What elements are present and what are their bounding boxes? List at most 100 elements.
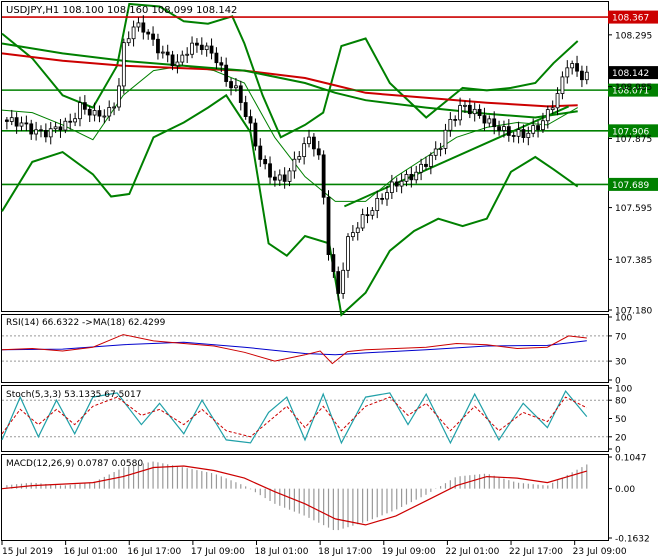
price-axis-tick-label: 107.385	[615, 256, 652, 266]
candle-body	[389, 181, 394, 193]
stoch-label: Stoch(5,3,3) 53.1335 67.5017	[6, 390, 141, 400]
candle-body	[497, 126, 501, 131]
moving-average-2	[1, 42, 578, 119]
candle-body	[467, 104, 472, 115]
rsi-plot	[1, 334, 608, 365]
candle-body	[97, 110, 102, 117]
level-tag-label: 107.906	[612, 127, 649, 137]
candle-body	[404, 173, 409, 182]
candle-body	[438, 147, 443, 150]
candle-body	[238, 85, 243, 103]
candle-body	[253, 122, 258, 147]
bollinger-lower	[1, 93, 579, 317]
candle-body	[175, 61, 180, 67]
candle-body	[487, 118, 492, 124]
rsi-line	[1, 334, 587, 365]
main-panel-frame	[1, 1, 609, 312]
candle-body	[195, 42, 199, 46]
candle-body	[282, 174, 287, 182]
candle-body	[321, 154, 326, 198]
candle-body	[68, 120, 73, 123]
candle-body	[365, 214, 370, 217]
time-axis-label: 16 Jul 17:00	[127, 547, 181, 557]
candle-body	[48, 128, 53, 138]
candle-body	[419, 163, 423, 173]
candle-body	[311, 136, 316, 150]
candle-body	[584, 71, 589, 81]
level-tag-label: 108.071	[612, 87, 649, 97]
symbol-header: USDJPY,H1 108.100 108.160 108.099 108.14…	[6, 5, 237, 16]
candle-body	[146, 31, 151, 35]
candle-body	[453, 119, 458, 121]
candle-body	[19, 122, 24, 127]
candle-body	[82, 102, 87, 110]
candle-body	[433, 148, 438, 156]
candle-body	[482, 115, 487, 124]
time-axis-label: 18 Jul 17:00	[318, 547, 372, 557]
level-tag-bg	[608, 10, 658, 24]
time-axis-label: 22 Jul 01:00	[445, 547, 499, 557]
candle-body	[219, 62, 224, 66]
candle-body	[156, 38, 160, 54]
candle-body	[9, 117, 14, 122]
candle-body	[229, 81, 233, 89]
rsi-panel-frame	[1, 314, 609, 383]
candle-body	[316, 148, 321, 156]
candle-body	[346, 236, 350, 271]
candle-body	[273, 176, 277, 181]
candle-body	[443, 129, 448, 149]
candle-body	[165, 51, 170, 56]
candle-body	[199, 44, 204, 51]
candle-body	[24, 122, 29, 125]
candle-body	[131, 26, 136, 40]
candle-body	[170, 54, 175, 67]
stoch-axis-tick-label: 20	[615, 433, 627, 443]
candle-body	[87, 108, 92, 116]
candle-body	[204, 45, 209, 51]
candle-body	[355, 227, 360, 234]
candle-body	[560, 76, 565, 94]
candle-body	[63, 120, 68, 131]
candle-body	[258, 145, 263, 160]
stoch-d-line	[1, 396, 588, 438]
candle-body	[326, 196, 331, 255]
candle-body	[336, 271, 341, 294]
candle-body	[375, 197, 380, 211]
candle-body	[102, 115, 107, 118]
candle-body	[268, 163, 272, 178]
candle-body	[141, 22, 146, 33]
stoch-k-line	[1, 390, 588, 445]
candle-body	[234, 85, 238, 89]
candle-body	[112, 106, 116, 109]
candle-body	[224, 64, 229, 82]
bollinger-upper	[1, 2, 579, 139]
candle-body	[263, 159, 268, 165]
time-axis-label: 23 Jul 09:00	[573, 547, 627, 557]
candle-body	[307, 136, 311, 145]
price-axis-tick-label: 108.295	[615, 31, 652, 41]
stoch-axis-tick-label: 80	[615, 397, 627, 407]
candle-body	[185, 53, 190, 56]
candle-body	[39, 129, 43, 132]
candle-body	[492, 118, 497, 128]
time-axis-label: 22 Jul 17:00	[509, 547, 563, 557]
candle-body	[292, 158, 297, 172]
candle-body	[506, 126, 511, 136]
macd-plot	[1, 461, 588, 531]
candle-body	[472, 108, 477, 115]
candle-body	[151, 33, 155, 40]
candle-body	[350, 232, 355, 238]
candle-body	[385, 192, 389, 200]
main-plot	[1, 2, 608, 317]
candle-body	[477, 108, 482, 117]
candle-body	[180, 54, 185, 63]
rsi-label: RSI(14) 66.6322 ->MA(18) 62.4299	[6, 318, 166, 328]
time-axis-label: 16 Jul 01:00	[64, 547, 118, 557]
stoch-axis-tick-label: 0	[615, 446, 621, 456]
candle-body	[43, 130, 48, 138]
stoch-axis-tick-label: 50	[615, 415, 627, 425]
candle-body	[580, 70, 584, 81]
candle-body	[424, 163, 428, 167]
candle-body	[277, 174, 282, 181]
